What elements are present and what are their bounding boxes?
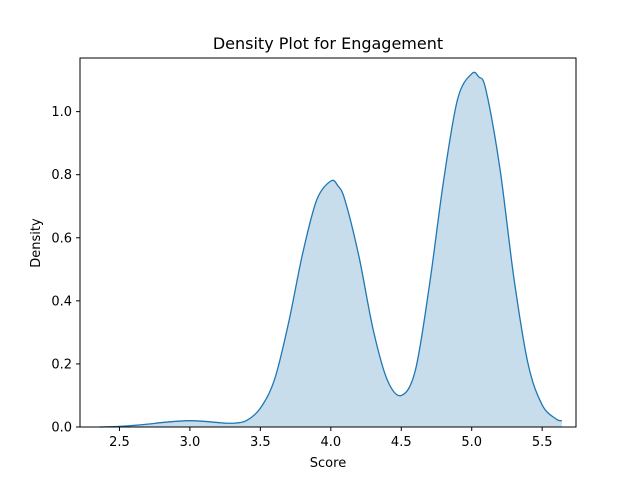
x-tick-label: 5.0 [461, 435, 482, 450]
x-tick-label: 2.5 [109, 435, 130, 450]
x-tick-label: 3.0 [180, 435, 201, 450]
density-area [99, 72, 562, 428]
y-tick-label: 0.8 [51, 168, 72, 183]
x-tick-label: 4.0 [320, 435, 341, 450]
chart-title: Density Plot for Engagement [213, 34, 443, 53]
y-tick-label: 0.4 [51, 294, 72, 309]
x-tick-label: 5.5 [532, 435, 553, 450]
y-axis-label: Density [29, 218, 44, 268]
y-tick-label: 0.6 [51, 231, 72, 246]
y-tick-label: 1.0 [51, 105, 72, 120]
x-tick-label: 3.5 [250, 435, 271, 450]
plot-area [99, 71, 563, 428]
x-axis: 2.5 3.0 3.5 4.0 4.5 5.0 5.5 [109, 427, 553, 450]
density-line [99, 71, 563, 428]
y-tick-label: 0.0 [51, 421, 72, 436]
axes-frame [79, 57, 577, 428]
x-tick-label: 4.5 [391, 435, 412, 450]
y-axis: 0.0 0.2 0.4 0.6 0.8 1.0 [51, 105, 80, 436]
y-tick-label: 0.2 [51, 357, 72, 372]
x-axis-label: Score [310, 456, 346, 471]
